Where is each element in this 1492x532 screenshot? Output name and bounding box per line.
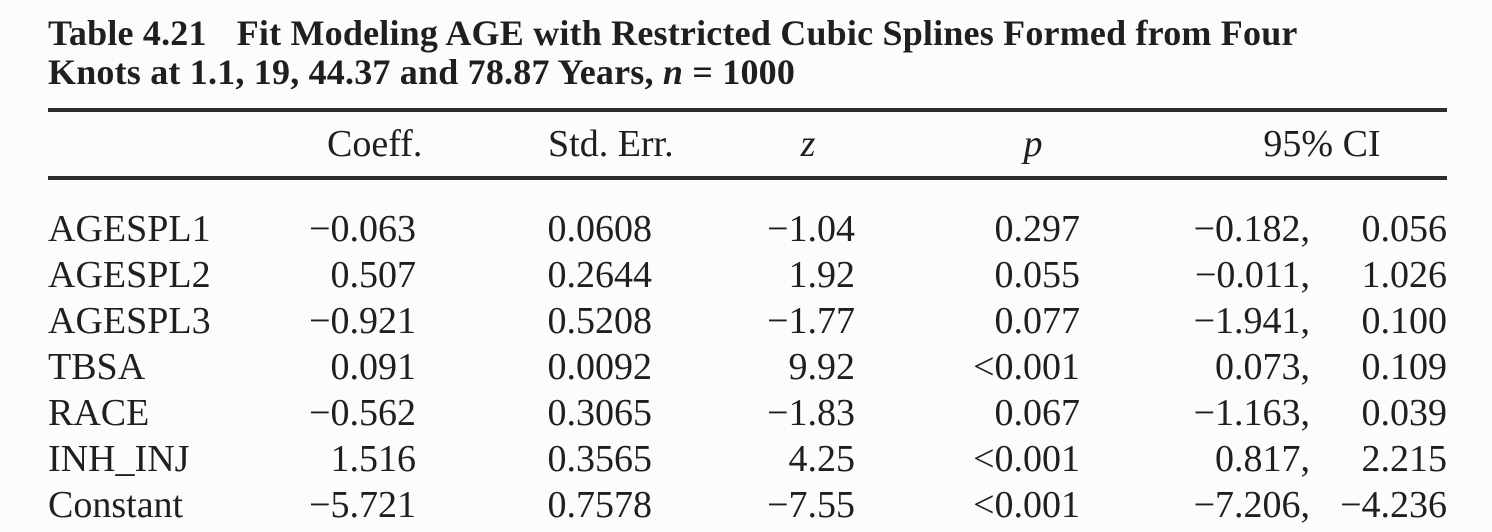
- cell-std-err: 0.2644: [547, 254, 653, 296]
- header-z: z: [652, 108, 855, 180]
- cell-coeff: 1.516: [330, 438, 417, 480]
- table-title-line2: Knots at 1.1, 19, 44.37 and 78.87 Years,: [48, 52, 663, 92]
- cell-p: 0.067: [994, 392, 1081, 434]
- header-label: [48, 108, 307, 180]
- cell-p: 0.055: [994, 254, 1081, 296]
- header-std-err: Std. Err.: [416, 108, 674, 180]
- row-label: AGESPL2: [48, 254, 211, 296]
- cell-z: −1.77: [767, 300, 855, 342]
- cell-ci-low: −0.011,: [1194, 254, 1310, 296]
- cell-p: 0.077: [994, 300, 1081, 342]
- cell-p: <0.001: [973, 438, 1080, 480]
- cell-ci-low: −1.163,: [1193, 392, 1310, 434]
- table-number: Table 4.21: [48, 13, 207, 53]
- sample-size-variable: n: [662, 52, 684, 92]
- cell-std-err: 0.5208: [547, 300, 653, 342]
- header-p: p: [855, 108, 1080, 180]
- cell-ci-high: 1.026: [1361, 254, 1448, 296]
- cell-std-err: 0.0608: [547, 208, 653, 250]
- cell-ci-high: 2.215: [1361, 438, 1448, 480]
- table-row: RACE −0.562 0.3065 −1.83 0.067 −1.163, 0…: [48, 390, 1447, 436]
- table-row: AGESPL1 −0.063 0.0608 −1.04 0.297 −0.182…: [48, 178, 1447, 252]
- cell-coeff: −0.562: [309, 392, 416, 434]
- cell-ci-low: 0.817,: [1215, 438, 1310, 480]
- row-label: RACE: [48, 392, 150, 434]
- table-row: INH_INJ 1.516 0.3565 4.25 <0.001 0.817, …: [48, 436, 1447, 482]
- cell-p: <0.001: [973, 346, 1080, 388]
- cell-ci-high: 0.100: [1361, 300, 1448, 342]
- cell-z: −1.04: [767, 208, 855, 250]
- cell-z: 1.92: [788, 254, 856, 296]
- cell-ci-low: −0.182,: [1193, 208, 1310, 250]
- table-row: AGESPL3 −0.921 0.5208 −1.77 0.077 −1.941…: [48, 298, 1447, 344]
- regression-table: Coeff. Std. Err. z p 95% CI AGESPL1 −0.0…: [48, 108, 1447, 528]
- cell-z: −7.55: [767, 484, 855, 526]
- cell-p: 0.297: [994, 208, 1081, 250]
- cell-coeff: 0.507: [330, 254, 417, 296]
- cell-ci-low: −7.206,: [1193, 484, 1310, 526]
- cell-std-err: 0.3565: [547, 438, 653, 480]
- table-title-line1: Fit Modeling AGE with Restricted Cubic S…: [236, 13, 1298, 53]
- cell-std-err: 0.3065: [547, 392, 653, 434]
- cell-ci-high: 0.109: [1361, 346, 1448, 388]
- sample-size-value: = 1000: [683, 52, 796, 92]
- table-caption: Table 4.21 Fit Modeling AGE with Restrict…: [48, 14, 1378, 92]
- row-label: AGESPL3: [48, 300, 211, 342]
- cell-ci-low: −1.941,: [1193, 300, 1310, 342]
- table-row: Constant −5.721 0.7578 −7.55 <0.001 −7.2…: [48, 482, 1447, 528]
- cell-coeff: −0.063: [309, 208, 416, 250]
- cell-std-err: 0.7578: [547, 484, 653, 526]
- header-row: Coeff. Std. Err. z p 95% CI: [48, 108, 1447, 180]
- cell-z: 9.92: [788, 346, 856, 388]
- row-label: Constant: [48, 484, 184, 526]
- header-95ci: 95% CI: [1080, 108, 1447, 180]
- cell-coeff: 0.091: [330, 346, 417, 388]
- table-row: AGESPL2 0.507 0.2644 1.92 0.055 −0.011, …: [48, 252, 1447, 298]
- cell-z: 4.25: [788, 438, 856, 480]
- cell-std-err: 0.0092: [547, 346, 653, 388]
- cell-coeff: −5.721: [309, 484, 416, 526]
- cell-ci-low: 0.073,: [1215, 346, 1310, 388]
- row-label: TBSA: [48, 346, 146, 388]
- row-label: INH_INJ: [48, 438, 190, 480]
- table-row: TBSA 0.091 0.0092 9.92 <0.001 0.073, 0.1…: [48, 344, 1447, 390]
- header-coeff: Coeff.: [307, 108, 422, 180]
- cell-ci-high: 0.056: [1361, 208, 1448, 250]
- cell-p: <0.001: [973, 484, 1080, 526]
- cell-z: −1.83: [767, 392, 855, 434]
- cell-coeff: −0.921: [309, 300, 416, 342]
- cell-ci-high: 0.039: [1361, 392, 1448, 434]
- row-label: AGESPL1: [48, 208, 211, 250]
- cell-ci-high: −4.236: [1340, 484, 1447, 526]
